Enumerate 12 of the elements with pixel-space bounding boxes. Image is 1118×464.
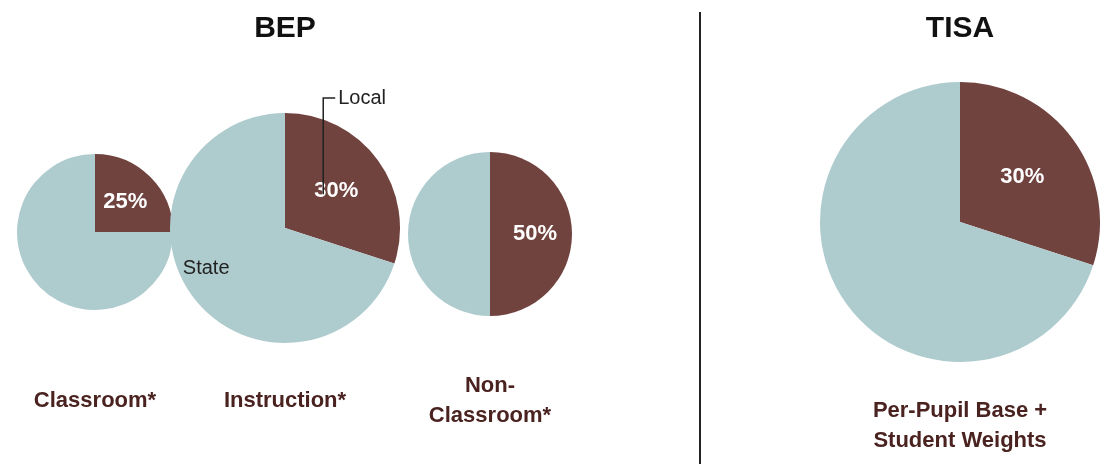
data-label: 50% (513, 220, 558, 246)
text: Classroom* (32, 386, 158, 414)
data-label: 30% (1000, 162, 1045, 188)
text: Instruction* (222, 386, 348, 414)
slice-label: State (182, 256, 230, 279)
text: Non-Classroom* (427, 371, 553, 429)
chart-title: BEP (253, 10, 317, 44)
slice-label: Local (338, 85, 387, 108)
chart-title: TISA (924, 10, 996, 44)
data-label: 30% (314, 176, 359, 202)
data-label: 25% (103, 187, 148, 213)
text: Per-Pupil Base + Student Weights (871, 396, 1049, 454)
